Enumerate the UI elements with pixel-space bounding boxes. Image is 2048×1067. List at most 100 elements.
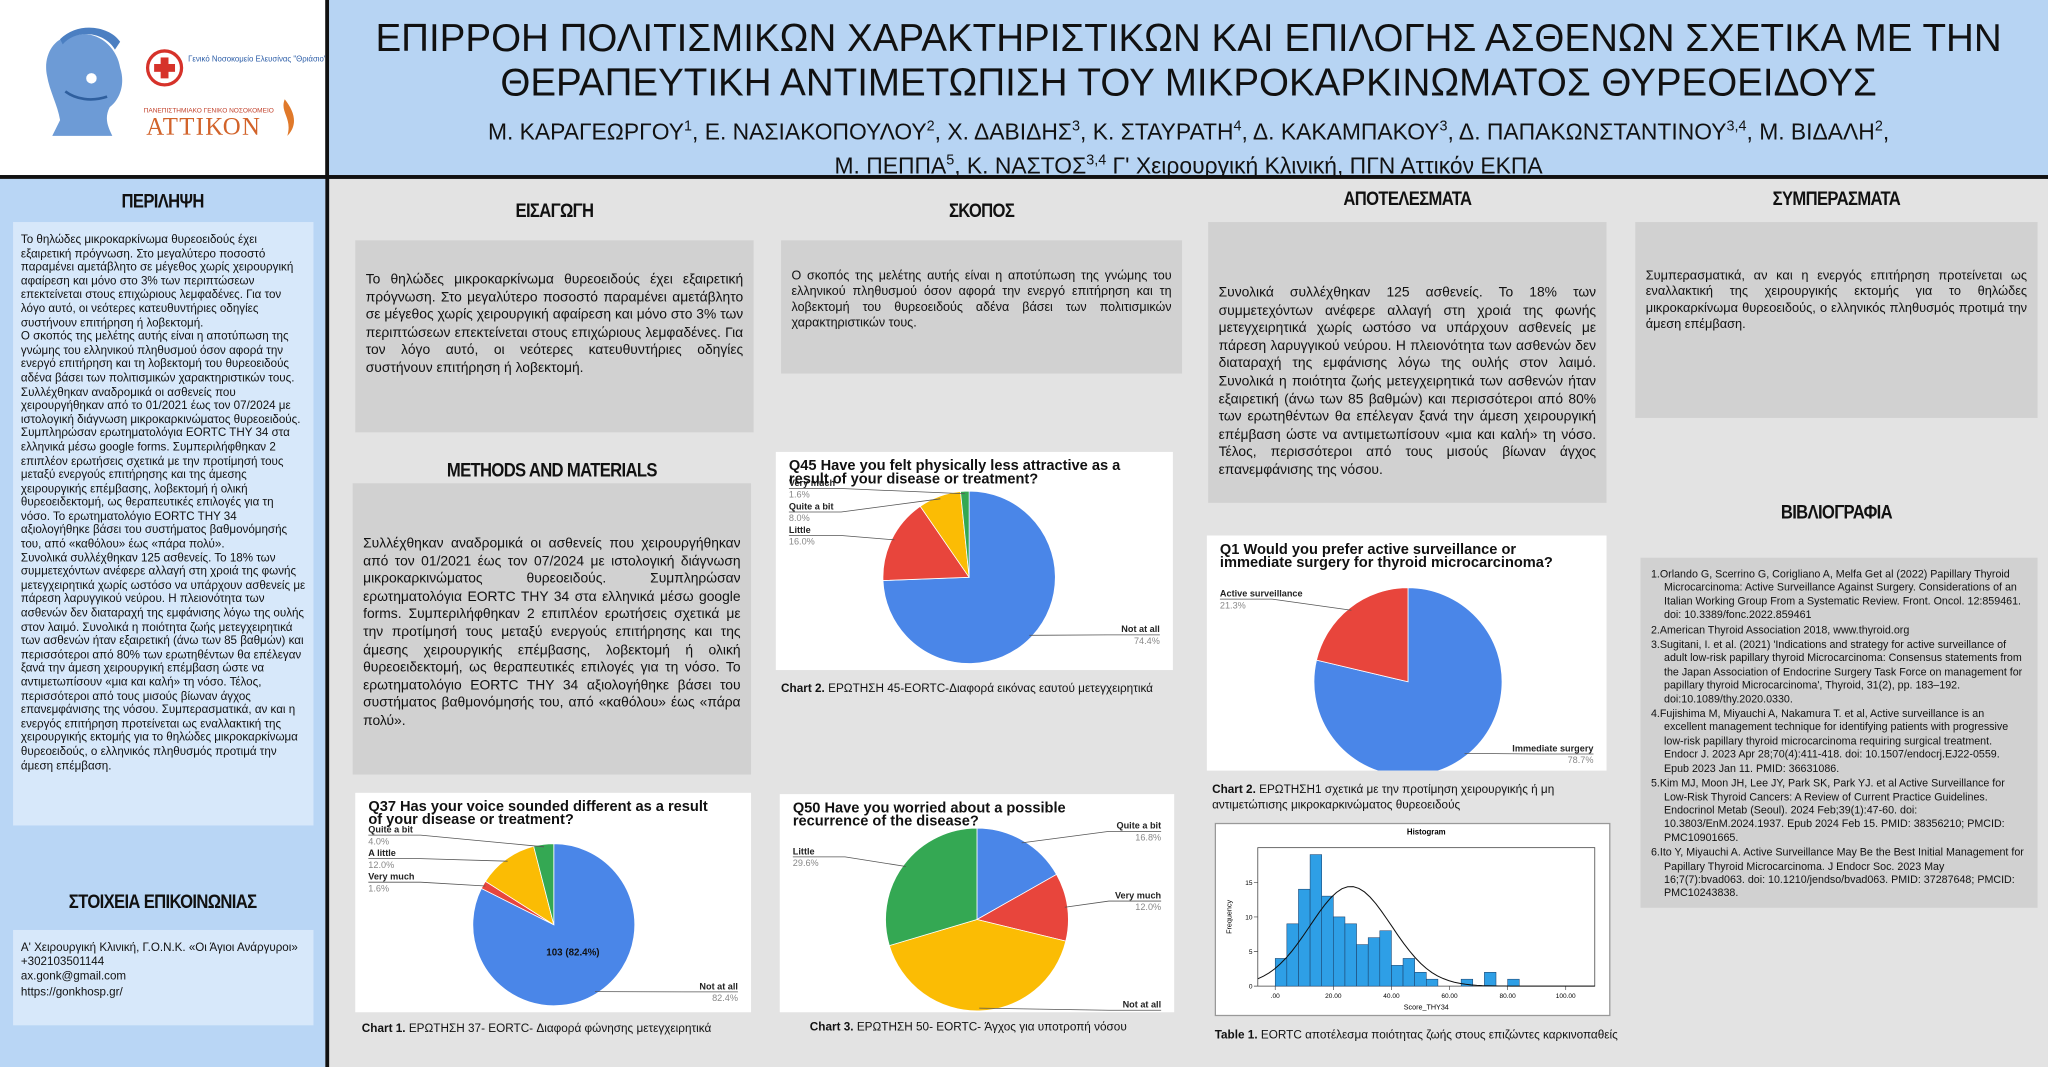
- caption: Chart 2. ΕΡΩΤΗΣΗ1 σχετικά με την προτίμη…: [1212, 781, 1604, 812]
- reference: 3.Sugitani, I. et al. (2021) 'Indication…: [1650, 638, 2023, 705]
- affiliation-number: 4: [1233, 118, 1242, 135]
- slice-annotation: 103 (82.4%): [546, 948, 599, 959]
- slice-label: Not at all: [699, 981, 738, 991]
- caption-text: ΕΡΩΤΗΣΗ 50- EORTC- Άγχος για υποτροπή νό…: [853, 1020, 1127, 1034]
- affiliation-number: 3: [1072, 118, 1081, 135]
- chart-svg: Not at all 74.4% Very much 1.6%Quite a bit 8…: [788, 478, 1160, 664]
- slice-value-label: 4.0%: [368, 836, 389, 846]
- leader-line: [368, 834, 544, 848]
- chart: Not at all 82.4% Quite a bit 4.0% A little 12…: [355, 792, 752, 1013]
- contact-line: ax.gonk@gmail.com: [20, 969, 127, 983]
- introduction: Το θηλώδες μικροκαρκίνωμα θυρεοειδούς έχ…: [355, 240, 754, 433]
- leader-line: [979, 1007, 1162, 1011]
- x-tick-label: 20.00: [1325, 993, 1342, 1000]
- attikon-caption: ΠΑΝΕΠΙΣΤΗΜΙΑΚΟ ΓΕΝΙΚΟ ΝΟΣΟΚΟΜΕΙΟ: [144, 107, 274, 114]
- reference: 5.Kim MJ, Moon JH, Lee JY, Park SK, Park…: [1650, 777, 2005, 844]
- x-tick-label: .00: [1271, 993, 1280, 1000]
- logos: Γενικό Νοσοκομείο Ελευσίνας "Θριάσιο" ΠΑ…: [46, 27, 327, 141]
- aim: Ο σκοπός της μελέτης αυτής είναι η αποτύ…: [781, 240, 1183, 374]
- slice-label: Very much: [789, 478, 836, 488]
- author-text: Γ' Χειρουργική Κλινική, ΠΓΝ Αττικόν ΕΚΠΑ: [1106, 152, 1543, 179]
- logo-area: Γενικό Νοσοκομείο Ελευσίνας "Θριάσιο" ΠΑ…: [0, 0, 327, 177]
- athena-logo: [46, 27, 123, 136]
- pie-slice: [960, 490, 970, 578]
- paragraph: Συλλέχθηκαν αναδρομικά οι ασθενείς που χ…: [363, 535, 741, 729]
- leader-line: [792, 856, 906, 867]
- slice-label: Quite a bit: [368, 825, 413, 835]
- slice-value-label: 16.0%: [789, 537, 815, 547]
- y-tick-label: 10: [1245, 915, 1253, 922]
- histogram-bar: [1507, 978, 1520, 987]
- author-text: , Κ. ΣΤΑΥΡΑΤΗ: [1080, 118, 1234, 145]
- left-column: ΠΕΡΙΛΗΨΗ Το θηλώδες μικροκαρκίνωμα θυρεο…: [0, 178, 326, 1067]
- chart-svg: Immediate surgery 78.7% Active surveillanc…: [1219, 587, 1594, 771]
- reference: 2.American Thyroid Association 2018, www…: [1650, 623, 1910, 636]
- histogram-bar: [1367, 937, 1381, 987]
- chart-title: Q50 Have you worried about a possible re…: [792, 800, 1066, 830]
- slice-value-label: 21.3%: [1220, 600, 1246, 610]
- histogram-bar: [1321, 895, 1334, 987]
- contact-line: Α' Χειρουργική Κλινική, Γ.Ο.Ν.Κ. «Οι Άγι…: [20, 940, 298, 954]
- slice-value-label: 74.4%: [1134, 636, 1160, 646]
- author-text: Μ. ΠΕΠΠΑ: [834, 152, 947, 179]
- paragraph: Το θηλώδες μικροκαρκίνωμα θυρεοειδούς έχ…: [365, 271, 744, 377]
- slice-label: A little: [368, 848, 396, 858]
- caption: Chart 2. ΕΡΩΤΗΣΗ 45-EORTC-Διαφορά εικόνα…: [781, 680, 1173, 696]
- contact: Α' Χειρουργική Κλινική, Γ.Ο.Ν.Κ. «Οι Άγι…: [13, 929, 314, 1026]
- histogram-bar: [1379, 930, 1392, 987]
- chart-title: Q1 Would you prefer active surveillance …: [1219, 542, 1553, 571]
- paragraph: Συνολικά συλλέχθηκαν 125 ασθενείς. Το 18…: [1218, 284, 1597, 478]
- pie-slice: [1316, 587, 1409, 683]
- caption: Table 1. EORTC αποτέλεσμα ποιότητας ζωής…: [1215, 1027, 1620, 1043]
- caption-label: Chart 2.: [781, 681, 825, 695]
- caption-label: Chart 3.: [809, 1020, 854, 1034]
- slice-label: Little: [793, 846, 815, 856]
- paragraph: Συνολικά συλλέχθηκαν 125 ασθενείς. Το 18…: [20, 550, 306, 772]
- caption-label: Table 1.: [1214, 1027, 1258, 1041]
- histogram-bar: [1426, 978, 1439, 987]
- leader-line: [1064, 900, 1162, 908]
- slice-value-label: 29.6%: [793, 858, 819, 868]
- leader-line: [1219, 598, 1352, 611]
- author-text: Μ. ΚΑΡΑΓΕΩΡΓΟΥ: [487, 118, 685, 145]
- paragraph: Συλλέχθηκαν αναδρομικά οι ασθενείς που χ…: [20, 384, 301, 550]
- pie-slice: [888, 919, 1067, 1012]
- slice-value-label: 16.8%: [1135, 832, 1161, 842]
- histogram-bar: [1344, 923, 1357, 987]
- histogram-bar: [1391, 965, 1404, 987]
- poster-title: ΕΠΙΡΡΟΗ ΠΟΛΙΤΙΣΜΙΚΩΝ ΧΑΡΑΚΤΗΡΙΣΤΙΚΩΝ ΚΑΙ…: [375, 16, 2002, 105]
- x-tick-label: 40.00: [1383, 993, 1400, 1000]
- leader-line: [1021, 830, 1162, 844]
- histogram-bar: [1356, 944, 1369, 987]
- author-text: , Χ. ΔΑΒΙΔΗΣ: [934, 118, 1073, 145]
- pie-slice: [1313, 587, 1503, 771]
- hospital-name: Γενικό Νοσοκομείο Ελευσίνας "Θριάσιο": [188, 54, 325, 63]
- caption-label: Chart 1.: [361, 1021, 406, 1035]
- slice-label: Very much: [1115, 890, 1162, 900]
- leader-line: [788, 488, 965, 495]
- x-axis-label: Score_THY34: [1404, 1004, 1449, 1012]
- slice-label: Little: [789, 525, 811, 535]
- heading: ΣΥΜΠΕΡΑΣΜΑΤΑ: [1772, 188, 1901, 211]
- pie-slice: [976, 827, 1058, 921]
- results: Συνολικά συλλέχθηκαν 125 ασθενείς. Το 18…: [1208, 222, 1607, 503]
- reference: 4.Fujishima M, Miyauchi A, Nakamura T. e…: [1650, 707, 2009, 775]
- attikon-logo: ΑΤΤΙΚΟΝ: [146, 114, 261, 141]
- y-tick-label: 0: [1249, 984, 1253, 991]
- chart: Not at all 74.4% Very much 1.6% Quite a bit 8…: [775, 451, 1173, 671]
- x-tick-label: 80.00: [1499, 993, 1516, 1000]
- pie-slice: [882, 505, 970, 581]
- affiliation-number: 3,4: [1086, 152, 1107, 169]
- author-text: , Δ. ΠΑΠΑΚΩΝΣΤΑΝΤΙΝΟΥ: [1447, 118, 1727, 145]
- reference: 1.Orlando G, Scerrino G, Corigliano A, M…: [1650, 568, 2022, 621]
- authors: Μ. ΚΑΡΑΓΕΩΡΓΟΥ1, Ε. ΝΑΣΙΑΚΟΠΟΥΛΟΥ2, Χ. Δ…: [329, 112, 2048, 179]
- slice-value-label: 41.6%: [1135, 1011, 1161, 1012]
- chart-title: Histogram: [1407, 828, 1446, 837]
- slice-value-label: 1.6%: [789, 490, 810, 500]
- pie-slice: [533, 843, 555, 925]
- y-tick-label: 5: [1249, 949, 1253, 956]
- thriasio-logo: [145, 49, 184, 87]
- affiliation-number: 3,4: [1726, 118, 1747, 135]
